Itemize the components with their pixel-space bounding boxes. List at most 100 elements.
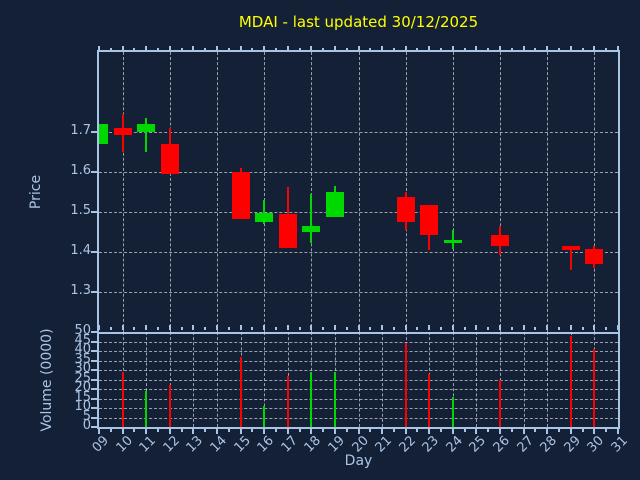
x-tick-bottom-9 [98,429,100,434]
x-tick-middle-31 [617,325,619,330]
candle-wick-day-16 [263,200,266,224]
volume-day-gridline-21 [382,332,384,427]
x-tick-bottom-30.5 [605,429,608,432]
candle-body-day-17 [278,214,297,248]
x-tick-middle-10.5 [133,327,136,330]
x-tick-middle-24 [451,325,454,330]
x-tick-bottom-13.5 [204,429,207,432]
x-tick-top-10.5 [133,48,136,51]
volume-tick-label-30: 30 [74,361,91,376]
candle-body-day-12 [160,144,179,174]
volume-bar-day-19 [333,371,336,427]
x-tick-top-16.5 [274,48,277,51]
price-axis-label: Price [28,174,44,210]
x-tick-bottom-24.5 [463,429,466,432]
volume-tick-label-35: 35 [74,351,91,367]
price-day-gridline-20 [358,52,360,332]
candle-body-day-19 [325,192,344,218]
x-tick-bottom-9.5 [109,429,112,432]
volume-tick-label-40: 40 [74,342,91,357]
x-tick-bottom-23.5 [440,429,443,432]
price-day-gridline-18 [311,52,313,332]
x-tick-middle-30 [593,325,596,330]
x-tick-bottom-19.5 [345,429,348,432]
x-tick-bottom-19 [333,429,336,434]
x-tick-top-31 [617,46,619,51]
volume-bar-day-10 [121,371,124,427]
volume-tick-40 [91,350,97,352]
volume-day-gridline-16 [264,332,266,427]
x-tick-middle-9 [98,325,100,330]
x-tick-top-14.5 [227,48,230,51]
x-tick-top-18.5 [322,48,325,51]
x-tick-middle-16 [263,325,266,330]
x-tick-top-14 [215,46,218,51]
x-tick-top-15.5 [251,48,254,51]
x-tick-middle-26 [499,325,502,330]
x-tick-middle-21 [381,325,384,330]
x-tick-middle-11.5 [156,327,159,330]
volume-day-gridline-24 [452,332,454,427]
price-tick-label-1.7: 1.7 [70,123,91,138]
x-tick-top-19 [333,46,336,51]
candle-body-day-30 [585,248,604,264]
volume-tick-20 [91,388,97,390]
day-axis-label: Day [344,453,373,469]
x-tick-top-28.5 [558,48,561,51]
volume-tick-45 [91,340,97,343]
volume-tick-label-45: 45 [74,332,91,348]
x-tick-middle-12.5 [180,327,183,330]
x-tick-bottom-10 [121,429,124,434]
price-day-gridline-28 [547,52,549,332]
x-tick-middle-17 [286,325,289,330]
candle-body-day-23 [420,204,439,235]
candle-body-day-18 [302,225,321,233]
x-tick-middle-25.5 [487,327,490,330]
volume-tick-35 [91,359,97,362]
volume-day-gridline-11 [146,332,148,427]
price-tick-1.6 [91,171,97,173]
price-plot-area [99,52,618,332]
x-tick-bottom-15.5 [251,429,254,432]
volume-tick-label-0: 0 [82,418,91,433]
x-tick-middle-19.5 [345,327,348,330]
x-tick-top-13 [192,46,195,51]
volume-tick-label-5: 5 [82,408,91,424]
x-tick-middle-18.5 [322,327,325,330]
x-tick-bottom-16.5 [274,429,277,432]
x-tick-top-20 [357,46,360,51]
candle-body-day-22 [396,197,415,223]
x-tick-top-27 [522,46,525,51]
volume-tick-label-10: 10 [74,399,91,414]
x-tick-bottom-23 [428,429,431,434]
x-tick-middle-20 [357,325,360,330]
x-tick-bottom-10.5 [133,429,136,432]
volume-tick-10 [91,407,97,409]
candle-body-day-10 [113,128,132,135]
x-tick-bottom-25.5 [487,429,490,432]
x-tick-middle-10 [121,325,124,330]
price-day-gridline-10 [122,52,124,332]
price-plot [97,50,620,334]
x-tick-bottom-20.5 [369,429,372,432]
x-tick-bottom-30 [593,429,596,434]
x-tick-bottom-17.5 [298,429,301,432]
price-day-gridline-12 [169,52,171,332]
candle-wick-day-18 [310,193,313,243]
x-tick-top-30.5 [605,48,608,51]
volume-tick-5 [91,416,97,419]
x-tick-top-12.5 [180,48,183,51]
x-tick-middle-13 [192,325,195,330]
price-day-gridline-14 [216,52,218,332]
x-tick-bottom-14 [215,429,218,434]
volume-day-gridline-20 [358,332,360,427]
x-tick-middle-23 [428,325,431,330]
x-tick-bottom-31 [617,429,619,434]
candle-body-day-26 [491,234,510,247]
x-tick-top-24.5 [463,48,466,51]
x-tick-top-17.5 [298,48,301,51]
price-tick-1.4 [91,251,97,253]
volume-bar-day-30 [593,349,596,427]
x-tick-middle-14.5 [227,327,230,330]
x-tick-top-10 [121,46,124,51]
